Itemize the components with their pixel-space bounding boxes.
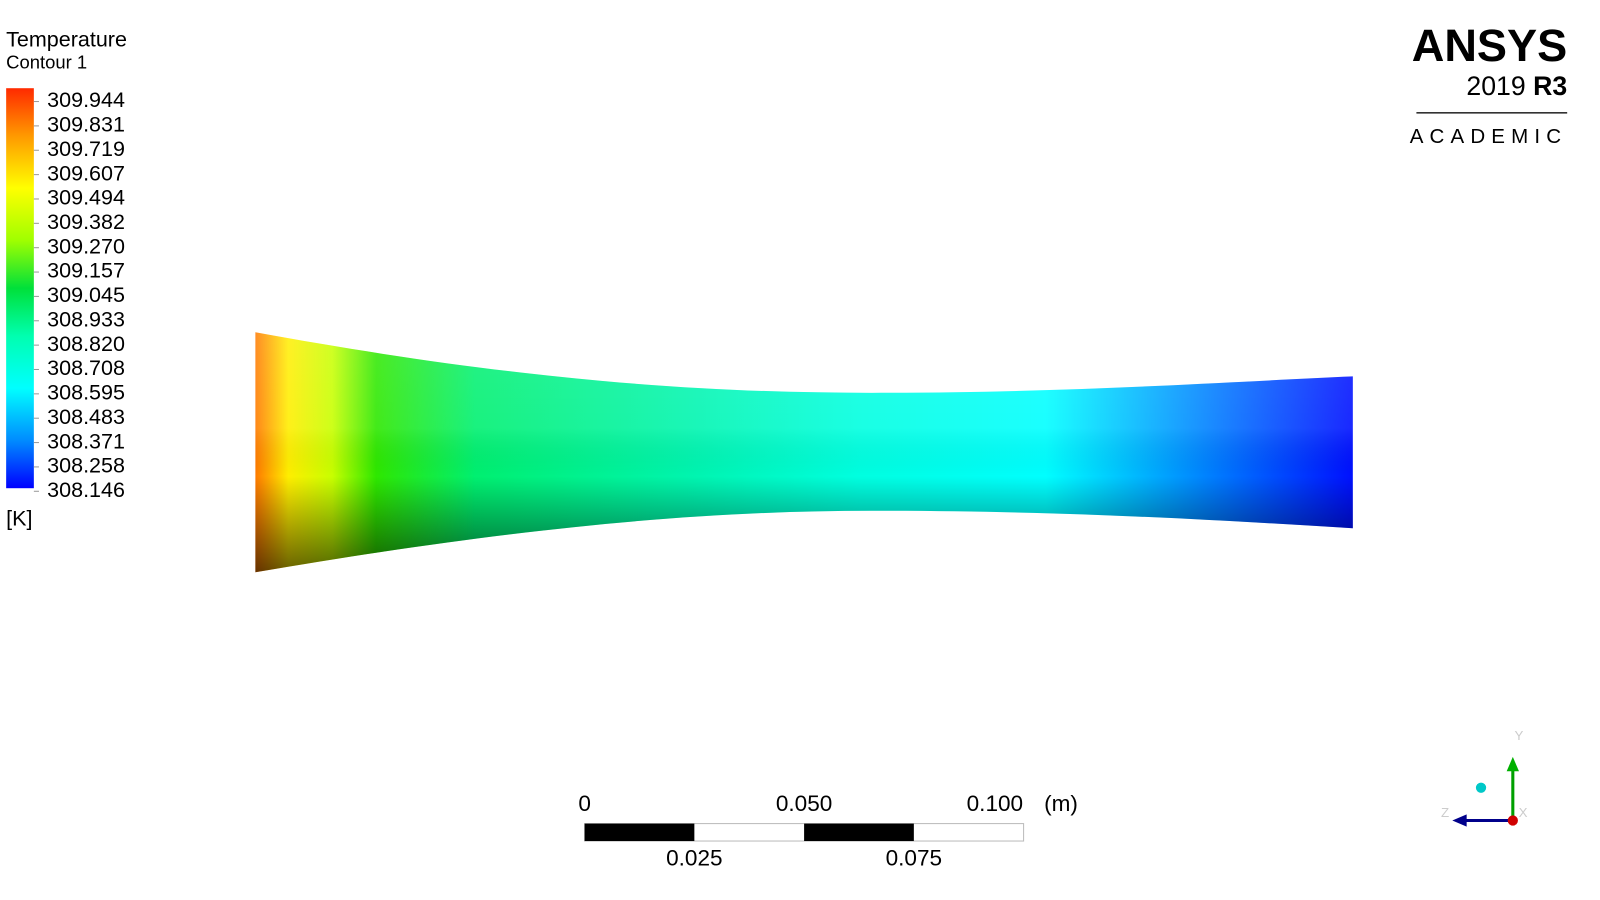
triad-y-label: Y bbox=[1515, 728, 1524, 743]
legend-level: 309.944 bbox=[47, 88, 125, 112]
legend-level: 309.719 bbox=[47, 137, 125, 161]
legend-subtitle: Contour 1 bbox=[6, 51, 87, 72]
triad-x-axis bbox=[1507, 815, 1518, 826]
legend-level: 309.157 bbox=[47, 259, 125, 283]
logo-brand: ANSYS bbox=[1412, 20, 1567, 71]
legend-levels: 309.944309.831309.719309.607309.494309.3… bbox=[33, 88, 125, 502]
legend-level: 309.270 bbox=[47, 234, 125, 258]
logo-version: 2019 R3 bbox=[1466, 71, 1567, 101]
legend-level: 308.483 bbox=[47, 405, 125, 429]
scale-unit: (m) bbox=[1044, 791, 1078, 816]
triad-z-label: Z bbox=[1441, 805, 1449, 820]
logo-year: 2019 bbox=[1466, 71, 1525, 101]
legend-level: 308.708 bbox=[47, 356, 125, 380]
logo-release: R3 bbox=[1533, 71, 1567, 101]
legend-level: 309.607 bbox=[47, 161, 125, 185]
legend-unit: [K] bbox=[6, 507, 32, 531]
legend-level: 309.045 bbox=[47, 283, 125, 307]
scale-label: 0.025 bbox=[666, 845, 722, 870]
triad-z-arrow bbox=[1452, 814, 1467, 827]
scale-label: 0.075 bbox=[886, 845, 942, 870]
legend-level: 308.820 bbox=[47, 332, 125, 356]
legend-level: 309.494 bbox=[47, 186, 125, 210]
scale-label: 0.050 bbox=[776, 791, 832, 816]
triad-x-label: X bbox=[1519, 805, 1528, 820]
legend-level: 308.595 bbox=[47, 381, 125, 405]
legend-level: 309.831 bbox=[47, 113, 125, 137]
logo-edition: ACADEMIC bbox=[1410, 125, 1567, 148]
scale-segment bbox=[804, 823, 914, 842]
legend-level: 308.933 bbox=[47, 307, 125, 331]
legend-level: 308.371 bbox=[47, 429, 125, 453]
contour-shading bbox=[255, 332, 1353, 573]
axis-triad: Y Z X bbox=[1441, 728, 1528, 827]
legend-title: Temperature bbox=[6, 28, 127, 52]
legend-level: 309.382 bbox=[47, 210, 125, 234]
color-bar bbox=[6, 88, 34, 489]
triad-y-arrow bbox=[1506, 756, 1519, 772]
scale-label: 0 bbox=[578, 791, 591, 816]
triad-light bbox=[1475, 782, 1487, 793]
scale-label: 0.100 bbox=[967, 791, 1023, 816]
legend-level: 308.146 bbox=[47, 478, 125, 502]
legend-level: 308.258 bbox=[47, 454, 125, 478]
scale-segment bbox=[584, 823, 695, 842]
scale-bar: 0 0.050 0.100 (m) 0.025 0.075 bbox=[578, 791, 1078, 870]
